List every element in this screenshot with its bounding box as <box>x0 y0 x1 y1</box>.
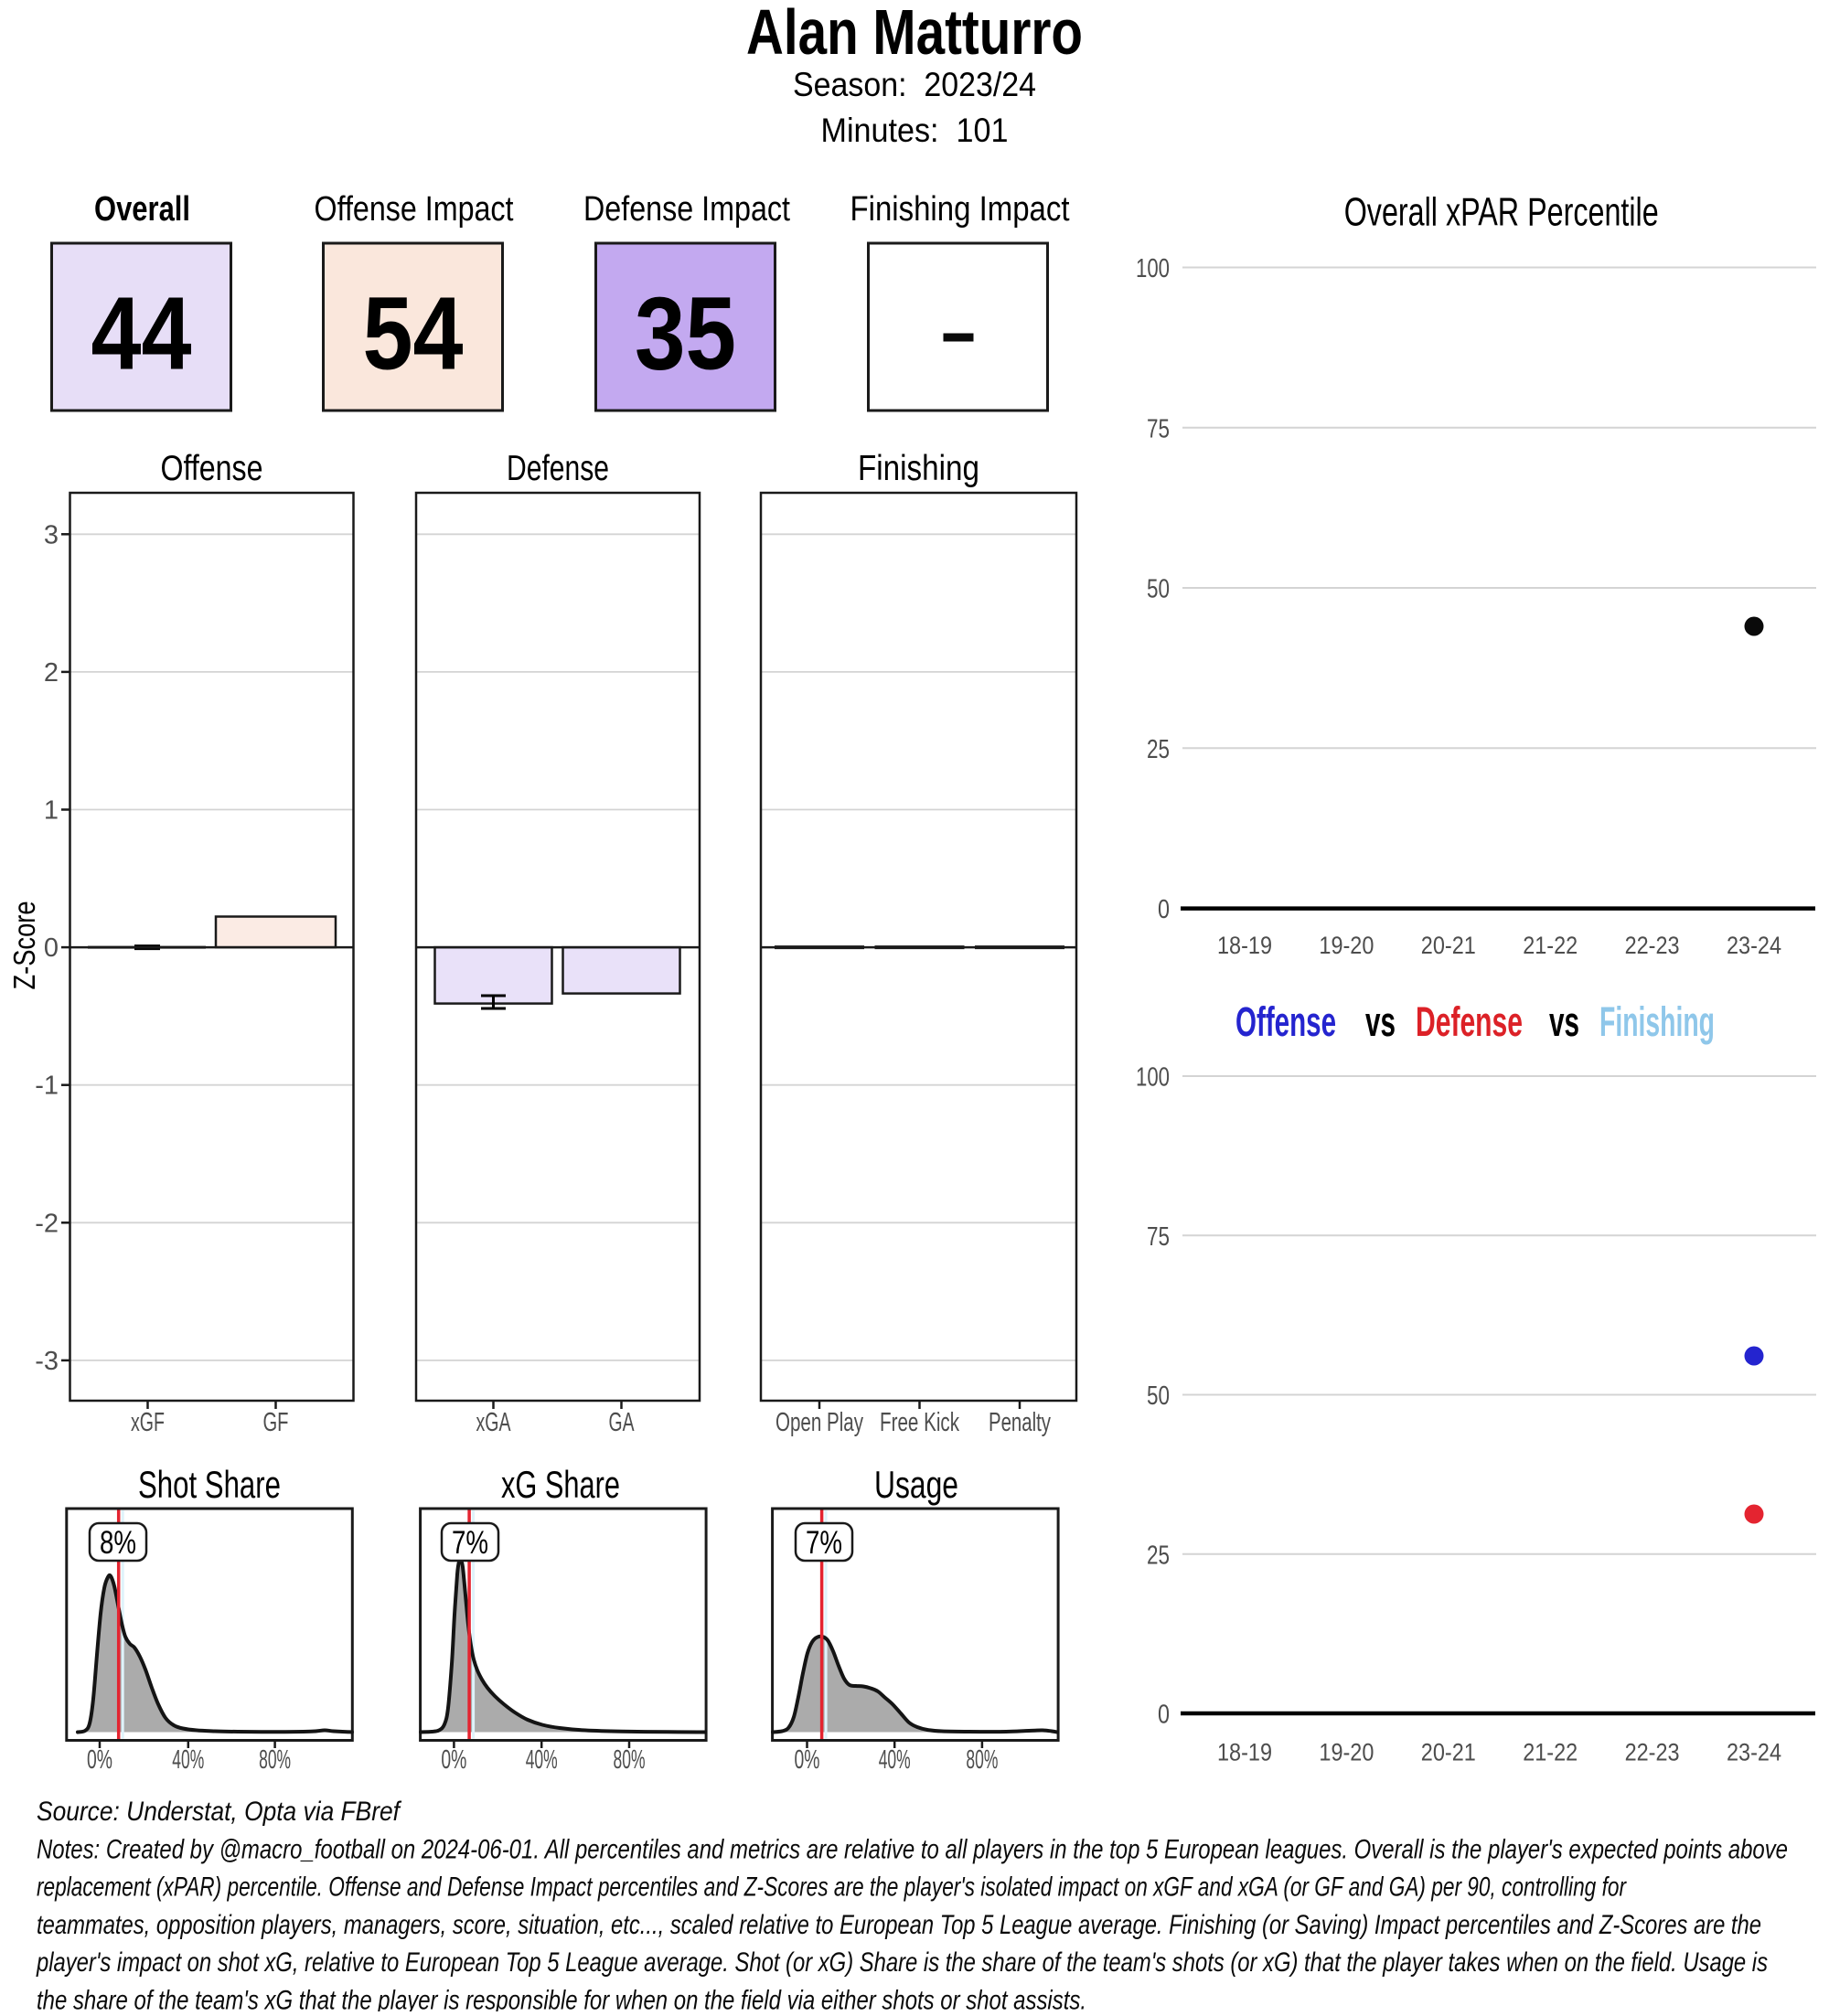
svg-text:Overall: Overall <box>94 190 190 229</box>
svg-text:0: 0 <box>44 933 59 963</box>
svg-text:teammates, opposition players,: teammates, opposition players, managers,… <box>37 1910 1761 1940</box>
svg-text:40%: 40% <box>526 1745 558 1775</box>
svg-text:75: 75 <box>1147 1222 1170 1252</box>
svg-text:Offense: Offense <box>1235 998 1336 1045</box>
svg-text:50: 50 <box>1147 1381 1170 1411</box>
svg-text:0: 0 <box>1158 895 1170 924</box>
svg-text:19-20: 19-20 <box>1319 1739 1374 1766</box>
svg-text:xGA: xGA <box>476 1408 511 1437</box>
svg-text:3: 3 <box>44 520 59 549</box>
svg-text:Free Kick: Free Kick <box>880 1408 959 1437</box>
svg-text:1: 1 <box>44 796 59 826</box>
svg-text:25: 25 <box>1147 1541 1170 1570</box>
svg-text:xG Share: xG Share <box>501 1463 620 1506</box>
svg-text:0: 0 <box>1158 1701 1170 1730</box>
svg-text:8%: 8% <box>100 1525 136 1561</box>
svg-text:GA: GA <box>609 1408 635 1437</box>
svg-text:Alan Matturro: Alan Matturro <box>746 0 1083 68</box>
svg-text:44: 44 <box>91 276 192 391</box>
svg-text:xGF: xGF <box>131 1408 165 1437</box>
svg-text:7%: 7% <box>806 1525 842 1561</box>
svg-text:18-19: 18-19 <box>1217 932 1272 959</box>
svg-text:-1: -1 <box>35 1072 59 1101</box>
svg-text:7%: 7% <box>452 1525 488 1561</box>
svg-text:100: 100 <box>1136 254 1170 283</box>
svg-text:25: 25 <box>1147 735 1170 764</box>
svg-text:18-19: 18-19 <box>1217 1739 1272 1766</box>
svg-text:0%: 0% <box>795 1745 820 1775</box>
svg-text:Z-Score: Z-Score <box>7 901 41 990</box>
svg-text:Shot Share: Shot Share <box>138 1463 281 1506</box>
svg-text:20-21: 20-21 <box>1421 932 1476 959</box>
svg-text:100: 100 <box>1136 1063 1170 1093</box>
svg-text:35: 35 <box>635 276 736 391</box>
svg-text:0%: 0% <box>87 1745 112 1775</box>
svg-text:22-23: 22-23 <box>1625 1739 1680 1766</box>
svg-text:50: 50 <box>1147 575 1170 604</box>
svg-text:19-20: 19-20 <box>1319 932 1374 959</box>
svg-text:80%: 80% <box>259 1745 291 1775</box>
svg-text:-3: -3 <box>35 1347 59 1376</box>
svg-text:Season: 2023/24: Season: 2023/24 <box>793 66 1036 103</box>
svg-text:80%: 80% <box>966 1745 998 1775</box>
svg-text:40%: 40% <box>879 1745 911 1775</box>
svg-text:Notes: Created by @macro_footb: Notes: Created by @macro_football on 202… <box>37 1834 1788 1864</box>
svg-text:GF: GF <box>263 1408 289 1437</box>
svg-text:22-23: 22-23 <box>1625 932 1680 959</box>
svg-text:the share of the team's xG tha: the share of the team's xG that the play… <box>37 1986 1086 2012</box>
svg-text:Penalty: Penalty <box>989 1408 1051 1437</box>
svg-text:Defense: Defense <box>507 449 609 488</box>
svg-text:Defense Impact: Defense Impact <box>583 190 790 229</box>
svg-text:75: 75 <box>1147 414 1170 443</box>
svg-text:Source: Understat, Opta via FB: Source: Understat, Opta via FBref <box>37 1797 401 1827</box>
svg-text:54: 54 <box>363 276 464 391</box>
svg-text:Minutes: 101: Minutes: 101 <box>821 112 1009 149</box>
svg-text:Defense: Defense <box>1416 998 1523 1045</box>
svg-text:23-24: 23-24 <box>1727 932 1781 959</box>
svg-text:Finishing: Finishing <box>1599 998 1715 1045</box>
svg-text:Overall xPAR Percentile: Overall xPAR Percentile <box>1344 190 1659 235</box>
svg-text:21-22: 21-22 <box>1523 932 1578 959</box>
svg-text:Usage: Usage <box>874 1463 958 1506</box>
svg-text:Finishing Impact: Finishing Impact <box>850 190 1070 229</box>
svg-text:0%: 0% <box>441 1745 466 1775</box>
svg-text:Open Play: Open Play <box>775 1408 863 1437</box>
svg-text:Offense Impact: Offense Impact <box>315 190 514 229</box>
svg-text:player's impact on shot xG, re: player's impact on shot xG, relative to … <box>36 1947 1768 1978</box>
svg-text:Offense: Offense <box>161 449 263 488</box>
svg-text:23-24: 23-24 <box>1727 1739 1781 1766</box>
svg-text:21-22: 21-22 <box>1523 1739 1578 1766</box>
svg-text:replacement (xPAR) percentile.: replacement (xPAR) percentile. Offense a… <box>37 1872 1627 1903</box>
svg-text:vs: vs <box>1365 998 1396 1045</box>
svg-text:Finishing: Finishing <box>858 449 979 488</box>
svg-text:80%: 80% <box>614 1745 646 1775</box>
svg-text:20-21: 20-21 <box>1421 1739 1476 1766</box>
svg-text:-2: -2 <box>35 1209 59 1238</box>
svg-text:vs: vs <box>1549 998 1579 1045</box>
svg-text:40%: 40% <box>172 1745 204 1775</box>
svg-text:2: 2 <box>44 658 59 688</box>
